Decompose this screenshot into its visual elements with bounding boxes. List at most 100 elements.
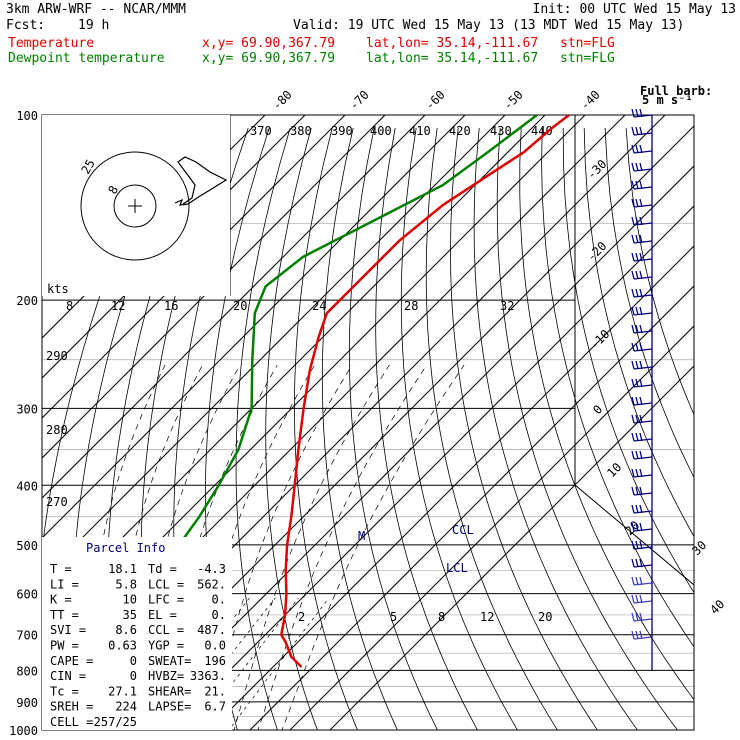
isotherm-top-label: -70 [347, 88, 372, 113]
pressure-tick-label: 900 [16, 696, 38, 710]
barb-key-line2: 5 m s⁻¹ [642, 93, 693, 107]
isotherm-line [42, 115, 386, 459]
isotherm-top-label: -80 [270, 88, 295, 113]
theta-label: 390 [331, 124, 353, 138]
isotherm-right-label: 40 [707, 597, 727, 617]
parcel-row-label: CAPE = [50, 654, 93, 668]
mixing-ratio-line [196, 597, 299, 730]
moist-adiabat [257, 364, 427, 730]
wind-barb [631, 144, 653, 154]
hodograph-ring-label: 25 [78, 157, 97, 177]
hodograph-speed-label: 12 [111, 299, 125, 313]
isotherm-line [209, 245, 694, 730]
parcel-row-value: 0.0 [204, 639, 226, 653]
parcel-row-value: 0.63 [108, 639, 137, 653]
mixing-ratio-label: 5 [390, 610, 397, 624]
pressure-tick-label: 800 [16, 664, 38, 678]
legend-temperature-stn: stn=FLG [560, 36, 615, 51]
forecast-label: Fcst: [6, 18, 46, 33]
isotherm-line [169, 205, 694, 730]
pressure-tick-label: 700 [16, 629, 38, 643]
theta-label: 380 [290, 124, 312, 138]
moist-adiabat [233, 364, 390, 730]
isotherm-right-label: 0 [590, 402, 605, 417]
parcel-info-box: Parcel Info T = 18.1 Td = -4.3 LI = 5.8 LCL = 5… [42, 537, 232, 730]
wind-barb [631, 504, 653, 514]
hodograph-speed-label: 8 [66, 299, 73, 313]
ccl-label: CCL [452, 523, 474, 537]
theta-label: 420 [449, 124, 471, 138]
hodograph-ring-inner [113, 184, 157, 228]
parcel-row-value: 8.6 [115, 623, 137, 637]
wind-barb [631, 270, 653, 280]
wind-barb [631, 612, 653, 622]
legend-dewpoint-latlon: lat,lon= 35.14,-111.67 [366, 51, 539, 66]
mixing-ratio-label: 20 [538, 610, 552, 624]
isotherm-right-label: -30 [584, 157, 609, 182]
parcel-row-label: PW = [50, 639, 79, 653]
dry-adiabat [541, 127, 694, 648]
parcel-row-value: 5.8 [115, 577, 137, 591]
parcel-row-label: TT = [50, 608, 79, 622]
parcel-row-label: K = [50, 593, 72, 607]
dry-adiabat [375, 127, 478, 730]
parcel-info-title: Parcel Info [86, 541, 165, 555]
dry-adiabat [583, 127, 694, 538]
isotherm-line [42, 115, 466, 539]
parcel-row-label: EL = [148, 608, 177, 622]
parcel-row-label: SREH = [50, 700, 93, 714]
parcel-row-label: LI = [50, 577, 79, 591]
wind-barb [631, 198, 653, 208]
wind-barb [631, 540, 653, 550]
wind-barb [631, 126, 653, 136]
wind-barb [631, 630, 653, 640]
wind-barb [631, 522, 653, 532]
isotherm-top-label: -40 [578, 88, 603, 113]
pressure-tick-label: 100 [16, 109, 38, 123]
hodograph-speed-label: 16 [164, 299, 178, 313]
parcel-row-value: 0. [212, 593, 226, 607]
hodograph-speed-label: 24 [312, 299, 326, 313]
wind-barb [631, 288, 653, 298]
isotherm-top-label: -60 [423, 88, 448, 113]
parcel-row-value: 3363. [190, 669, 226, 683]
init-time: Init: 00 UTC Wed 15 May 13 [532, 2, 737, 17]
parcel-row-value: 562. [197, 577, 226, 591]
isotherm-line [42, 115, 426, 499]
parcel-row-label: CELL = [50, 715, 93, 729]
pressure-tick-label: 300 [16, 402, 38, 416]
pressure-tick-label: 400 [16, 479, 38, 493]
parcel-row-label: Td = [148, 562, 177, 576]
pressure-tick-label: 1000 [9, 724, 38, 738]
hodograph-trace [174, 156, 228, 206]
moist-adiabat [281, 364, 465, 730]
lcl-label: LCL [446, 561, 468, 575]
theta-label: 280 [46, 423, 68, 437]
isotherm-right-label: 20 [622, 518, 642, 538]
dry-adiabat [519, 127, 694, 701]
hodograph: 258 [42, 115, 230, 296]
parcel-row-value: 35 [123, 608, 137, 622]
parcel-row-label: T = [50, 562, 72, 576]
temperature-trace [279, 114, 570, 668]
isotherm-line [289, 325, 694, 730]
theta-label: 290 [46, 349, 68, 363]
diagram-lines [42, 115, 694, 730]
parcel-row-label: Tc = [50, 684, 79, 698]
wind-barb [631, 378, 653, 388]
hodograph-center [128, 199, 142, 213]
hodograph-speed-label: 32 [500, 299, 514, 313]
parcel-row-label: SWEAT= [148, 654, 191, 668]
wind-barb [631, 162, 653, 172]
parcel-row-value: 18.1 [108, 562, 137, 576]
parcel-row-label: HVBZ= [148, 669, 184, 683]
wind-barb [631, 486, 653, 496]
parcel-row-label: LFC = [148, 593, 184, 607]
parcel-row-value: 224 [115, 700, 137, 714]
pressure-tick-label: 600 [16, 588, 38, 602]
wind-barbs [631, 108, 653, 670]
dry-adiabat [496, 127, 678, 730]
wind-barb [631, 216, 653, 226]
wind-barb [631, 180, 653, 190]
dry-adiabat [400, 127, 518, 730]
